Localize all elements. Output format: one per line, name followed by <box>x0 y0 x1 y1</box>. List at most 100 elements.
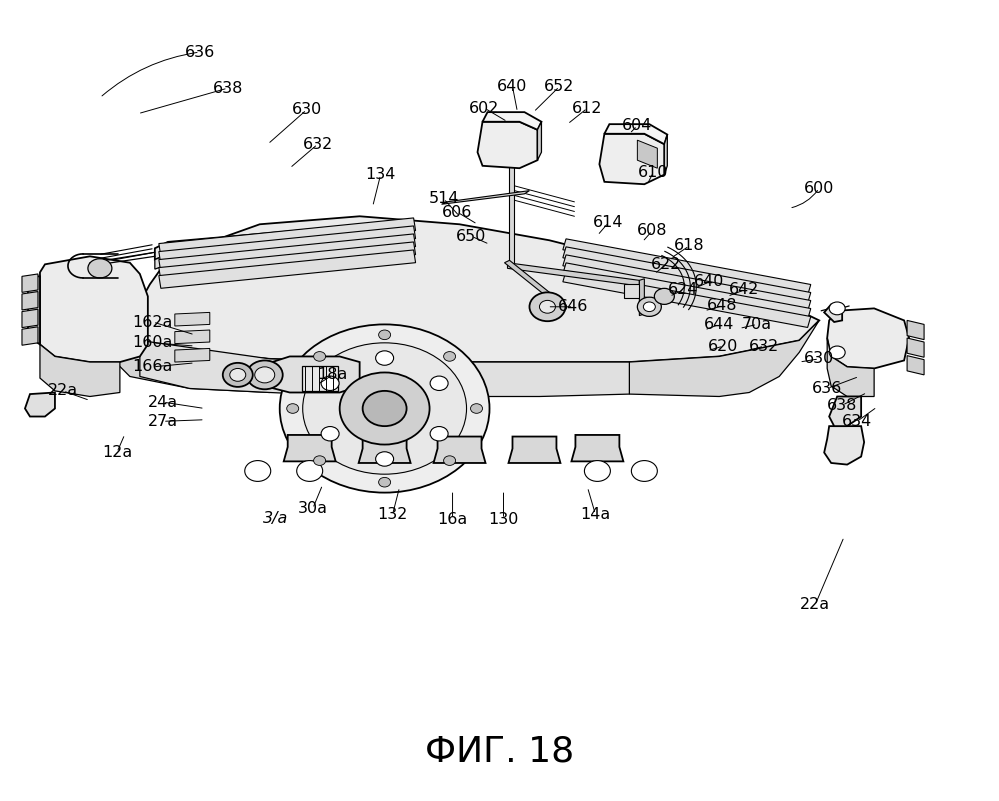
Polygon shape <box>159 250 416 288</box>
Circle shape <box>444 352 456 361</box>
Polygon shape <box>664 135 667 175</box>
Circle shape <box>444 456 456 465</box>
Polygon shape <box>442 191 529 204</box>
Text: 648: 648 <box>707 299 737 313</box>
Text: 652: 652 <box>544 79 574 94</box>
Polygon shape <box>40 256 148 362</box>
Circle shape <box>363 391 407 426</box>
Polygon shape <box>22 274 38 292</box>
Polygon shape <box>827 308 909 368</box>
Text: 134: 134 <box>366 167 396 182</box>
Text: 638: 638 <box>213 81 243 95</box>
Text: 12a: 12a <box>102 445 132 460</box>
Circle shape <box>321 376 339 391</box>
Polygon shape <box>508 437 560 463</box>
Polygon shape <box>22 327 38 345</box>
Polygon shape <box>155 224 370 260</box>
Circle shape <box>431 426 449 441</box>
Circle shape <box>643 302 655 312</box>
Text: 634: 634 <box>842 414 872 429</box>
Circle shape <box>223 363 253 387</box>
Polygon shape <box>509 166 514 264</box>
Polygon shape <box>907 356 924 375</box>
Polygon shape <box>28 276 40 344</box>
Polygon shape <box>140 340 629 396</box>
Polygon shape <box>907 320 924 340</box>
Text: 620: 620 <box>708 339 738 353</box>
Circle shape <box>287 404 299 413</box>
Text: 640: 640 <box>694 275 724 289</box>
Polygon shape <box>824 426 864 465</box>
Text: 606: 606 <box>443 205 473 219</box>
Polygon shape <box>265 356 360 392</box>
Circle shape <box>255 367 275 383</box>
Text: 30a: 30a <box>298 501 328 516</box>
Polygon shape <box>624 284 639 298</box>
Circle shape <box>631 461 657 481</box>
Polygon shape <box>562 271 811 328</box>
Text: 602: 602 <box>470 101 500 115</box>
Text: 646: 646 <box>558 300 588 314</box>
Text: 14a: 14a <box>580 507 610 521</box>
Text: 27a: 27a <box>148 414 178 429</box>
Polygon shape <box>25 392 55 417</box>
Polygon shape <box>562 263 811 320</box>
Polygon shape <box>175 330 210 344</box>
Text: 632: 632 <box>749 339 779 353</box>
Text: 636: 636 <box>812 381 842 396</box>
Text: 16a: 16a <box>438 512 468 526</box>
Polygon shape <box>175 348 210 362</box>
Polygon shape <box>302 366 338 391</box>
Text: 630: 630 <box>292 103 322 117</box>
Circle shape <box>637 297 661 316</box>
Polygon shape <box>562 255 811 312</box>
Polygon shape <box>434 437 486 463</box>
Text: 162a: 162a <box>133 315 173 329</box>
Circle shape <box>314 456 326 465</box>
Polygon shape <box>907 338 924 357</box>
Text: 622: 622 <box>651 257 681 272</box>
Circle shape <box>584 461 610 481</box>
Polygon shape <box>507 263 639 286</box>
Text: 166a: 166a <box>133 360 173 374</box>
Text: 604: 604 <box>622 119 652 133</box>
Circle shape <box>829 302 845 315</box>
Polygon shape <box>537 122 541 160</box>
Circle shape <box>471 404 483 413</box>
Polygon shape <box>829 396 861 426</box>
Polygon shape <box>284 435 336 461</box>
Circle shape <box>379 330 391 340</box>
Circle shape <box>654 288 674 304</box>
Text: 614: 614 <box>593 215 623 230</box>
Text: ФИГ. 18: ФИГ. 18 <box>425 735 574 768</box>
Circle shape <box>321 426 339 441</box>
Text: 644: 644 <box>704 317 734 332</box>
Text: 618: 618 <box>674 239 704 253</box>
Polygon shape <box>827 338 874 396</box>
Polygon shape <box>639 279 644 316</box>
Polygon shape <box>599 134 664 184</box>
Circle shape <box>529 292 565 321</box>
Circle shape <box>340 372 430 445</box>
Circle shape <box>376 452 394 466</box>
Circle shape <box>431 376 449 391</box>
Text: 22a: 22a <box>48 384 78 398</box>
Text: 3/a: 3/a <box>263 511 289 525</box>
Polygon shape <box>478 122 537 168</box>
Text: 632: 632 <box>303 137 333 151</box>
Text: 24a: 24a <box>148 395 178 409</box>
Polygon shape <box>155 235 370 269</box>
Polygon shape <box>629 320 819 396</box>
Text: 70a: 70a <box>742 317 772 332</box>
Polygon shape <box>604 124 667 144</box>
Text: 650: 650 <box>457 229 487 244</box>
Circle shape <box>303 343 467 474</box>
Polygon shape <box>159 242 416 280</box>
Circle shape <box>230 368 246 381</box>
Polygon shape <box>824 304 842 322</box>
Polygon shape <box>637 140 657 168</box>
Polygon shape <box>22 309 38 328</box>
Polygon shape <box>359 437 411 463</box>
Text: 638: 638 <box>827 398 857 413</box>
Polygon shape <box>571 435 623 461</box>
